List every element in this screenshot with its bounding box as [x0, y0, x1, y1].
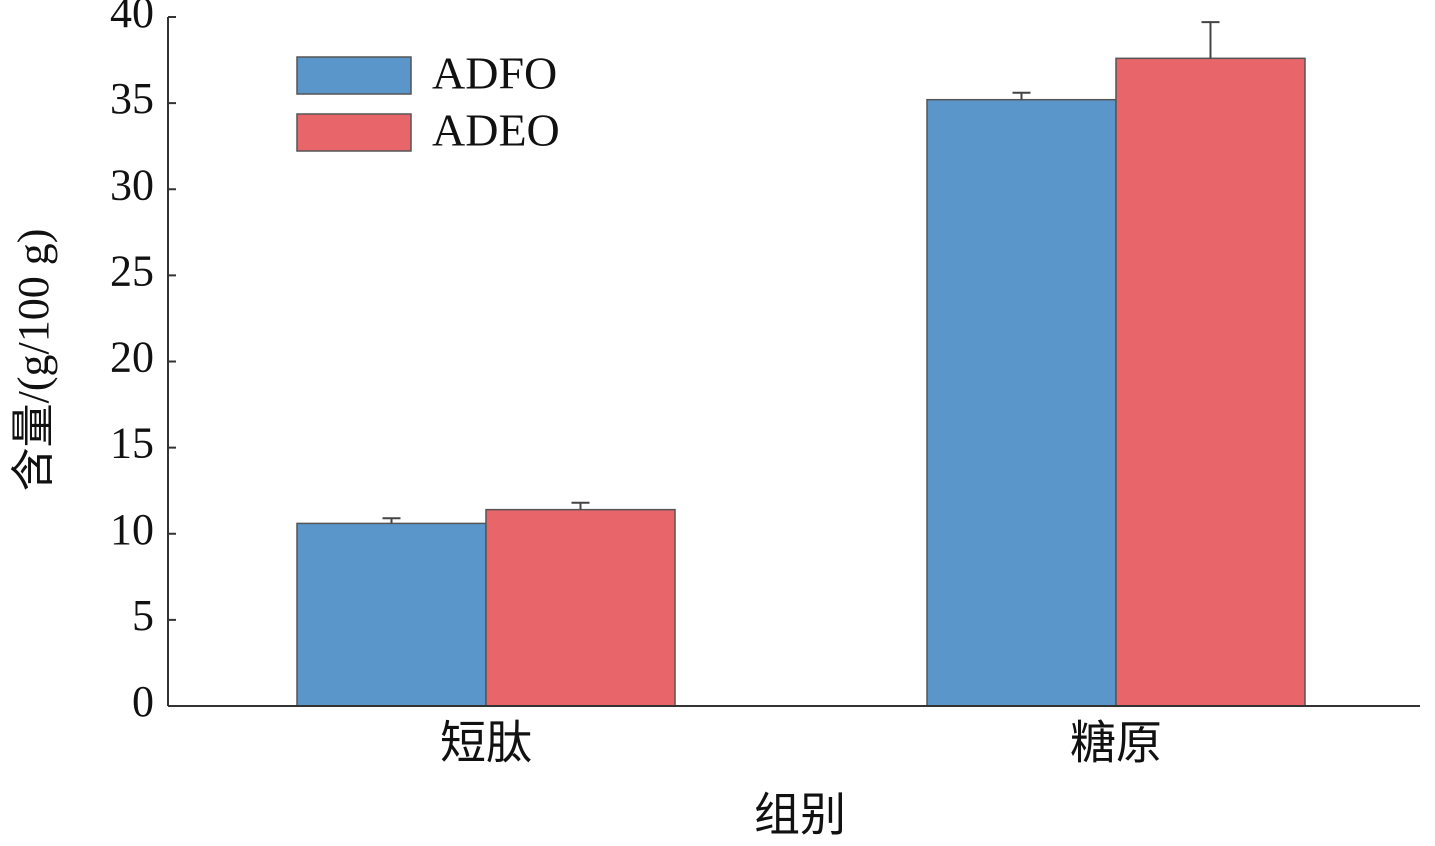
y-axis-label: 含量/(g/100 g) — [9, 229, 58, 492]
y-tick-label: 30 — [110, 160, 154, 209]
bar — [296, 522, 487, 707]
bar — [1115, 57, 1306, 707]
bar — [926, 98, 1117, 707]
legend-swatch — [296, 56, 412, 95]
y-tick-label: 35 — [110, 74, 154, 123]
legend-label: ADEO — [432, 105, 560, 156]
legend-label: ADFO — [432, 48, 557, 99]
y-tick-label: 25 — [110, 246, 154, 295]
y-tick-label: 10 — [110, 505, 154, 554]
error-bar — [571, 501, 590, 510]
y-tick-label: 20 — [110, 333, 154, 382]
y-tick-label: 40 — [110, 0, 154, 37]
error-bar — [382, 517, 401, 524]
y-tick-label: 0 — [132, 677, 154, 726]
x-tick-label: 糖原 — [1070, 718, 1162, 769]
legend-swatch — [296, 113, 412, 152]
x-tick-label: 短肽 — [440, 718, 532, 769]
error-bar — [1012, 91, 1031, 100]
error-bar — [1201, 21, 1220, 59]
bar — [485, 508, 676, 707]
y-tick-label: 5 — [132, 591, 154, 640]
x-axis-label: 组别 — [754, 790, 846, 841]
y-tick-label: 15 — [110, 419, 154, 468]
